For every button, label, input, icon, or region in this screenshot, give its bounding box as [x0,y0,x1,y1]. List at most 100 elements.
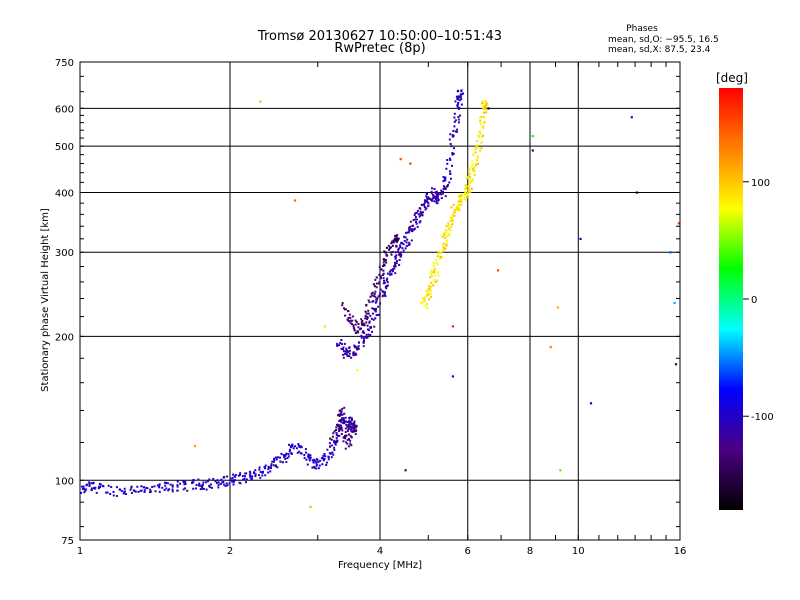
data-point [251,475,254,478]
data-point [414,218,417,221]
data-point [420,212,423,215]
data-point [202,487,205,490]
data-point [354,433,357,436]
data-point [130,485,133,488]
data-point [471,179,474,182]
data-point [335,432,338,435]
data-point [435,259,438,262]
data-point [286,457,289,460]
data-point [378,294,381,297]
data-point [176,484,179,487]
data-point [448,138,451,141]
data-point [365,333,368,336]
data-point [460,200,463,203]
data-point [315,461,318,464]
data-point [284,457,287,460]
data-point [347,350,350,353]
data-point [464,187,467,190]
data-point [142,486,145,489]
data-point [449,177,452,180]
data-point [428,197,431,200]
data-point [478,116,481,119]
data-point [120,489,123,492]
data-point [394,255,397,258]
data-point [355,332,358,335]
data-point [350,323,353,326]
data-point [458,196,461,199]
data-point [458,200,461,203]
data-point [373,285,376,288]
data-point [215,481,218,484]
data-point [333,448,336,451]
data-point [330,452,333,455]
data-point [258,466,261,469]
data-point [374,290,377,293]
data-point [480,135,483,138]
data-point [259,100,262,103]
data-point [153,485,156,488]
data-point [416,209,419,212]
data-point [485,106,488,109]
data-point [454,100,457,103]
data-point [345,434,348,437]
data-point [398,263,401,266]
data-point [341,413,344,416]
data-point [411,230,414,233]
data-point [362,337,365,340]
data-point [436,253,439,256]
data-point [333,430,336,433]
data-point [383,264,386,267]
data-point [334,443,337,446]
data-point [433,200,436,203]
data-point [366,318,369,321]
data-point [216,479,219,482]
data-point [426,289,429,292]
data-point [399,252,402,255]
data-point [350,417,353,420]
data-point [231,479,234,482]
data-point [430,190,433,193]
data-point [123,487,126,490]
data-point [427,202,430,205]
data-point [345,420,348,423]
data-point [482,101,485,104]
data-point [348,313,351,316]
data-point [455,130,458,133]
data-point [331,435,334,438]
data-point [401,242,404,245]
data-point [371,294,374,297]
data-point [261,470,264,473]
data-point [232,473,235,476]
chart-subtitle: RwPretec (8p) [334,41,425,56]
data-point [130,486,133,489]
data-point [456,128,459,131]
data-point [447,224,450,227]
x-tick-label: 8 [527,546,533,557]
data-point [383,250,386,253]
data-point [383,294,386,297]
data-point [344,437,347,440]
data-point [393,238,396,241]
colorbar-tick-label: 0 [751,295,757,306]
data-point [423,300,426,303]
data-point [349,420,352,423]
data-point [449,133,452,136]
data-point [389,269,392,272]
data-point [348,419,351,422]
data-point [383,258,386,261]
data-point [408,241,411,244]
data-point [427,293,430,296]
data-point [458,96,461,99]
data-point [343,342,346,345]
data-point [360,334,363,337]
data-point [239,472,242,475]
data-point [344,427,347,430]
data-point [343,308,346,311]
data-point [292,447,295,450]
data-point [99,483,102,486]
data-point [391,268,394,271]
data-point [346,353,349,356]
data-point [390,272,393,275]
data-point [367,299,370,302]
data-point [267,471,270,474]
